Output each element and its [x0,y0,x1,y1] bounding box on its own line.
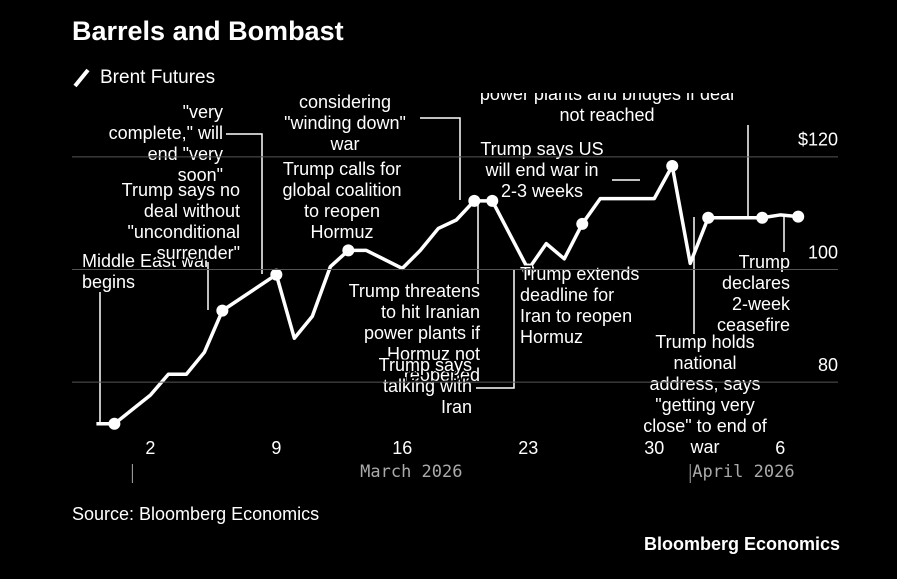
annotation-text: Trump holds [655,332,754,352]
annotation-text: will end war in [484,160,598,180]
annotation-text: to reopen [304,201,380,221]
annotation-text: talking with [383,376,472,396]
month-label: April 2026 [692,462,794,482]
annotation-text: reopened [404,365,480,385]
annotation-text: power plants if [364,323,481,343]
annotation-text: Iran to reopen [520,306,632,326]
x-tick-label: 30 [644,438,664,458]
y-tick-label: 80 [818,355,838,375]
annotation-connector [420,117,461,200]
annotation-text: 2-week [732,294,791,314]
annotation-text: address, says [649,374,760,394]
x-tick-label: 2 [145,438,155,458]
annotation-text: complete," will [109,123,223,143]
annotation-marker [756,211,769,224]
annotation-text: Trump says no [122,180,240,200]
annotation-text: national [673,353,736,373]
annotation-text: Trump [739,252,790,272]
annotation-text: "unconditional [128,222,240,242]
annotation-marker [270,268,283,281]
annotation-text: close" to end of [643,416,767,436]
annotation-marker [216,304,229,317]
annotation-text: war [689,437,719,457]
y-tick-label: $120 [798,130,838,150]
annotation-text: war [329,134,359,154]
annotation-connector [476,269,515,389]
annotation-text: surrender" [157,243,240,263]
annotation-text: deal without [144,201,240,221]
annotation-text: Hormuz [520,327,583,347]
x-tick-label: 6 [775,438,785,458]
annotation-text: power plants and bridges if deal [480,84,734,104]
x-tick-label: 23 [518,438,538,458]
annotation-text: 2-3 weeks [501,181,583,201]
annotation-text: Hormuz [310,222,373,242]
legend-label: Brent Futures [100,67,215,88]
annotation-marker [666,159,679,172]
annotation-text: "very [183,102,223,122]
annotation-text: ceasefire [717,315,790,335]
annotation-text: "winding down" [284,113,406,133]
source: Source: Bloomberg Economics [72,504,319,524]
annotation-text: Trump threatens [349,281,480,301]
annotation-text: not reached [559,105,654,125]
x-tick-label: 9 [271,438,281,458]
annotation-text: global coalition [282,180,401,200]
annotation-marker [792,210,805,223]
annotation-marker [702,211,715,224]
annotation-text: end "very [148,144,223,164]
annotation-text: deadline for [520,285,614,305]
annotation-marker [576,217,589,230]
series-line [96,164,799,426]
x-tick-label: 16 [392,438,412,458]
month-label: March 2026 [360,462,462,482]
annotation-text: to hit Iranian [381,302,480,322]
annotation-text: Trump extends [520,264,639,284]
annotation-text: Trump calls for [283,159,401,179]
annotation-text: soon" [178,165,223,185]
annotation-text: Trump says [379,355,472,375]
annotation-marker [108,417,121,430]
annotation-connector [226,133,263,274]
chart-title: Barrels and Bombast [72,16,344,46]
legend-swatch [73,68,90,88]
brand: Bloomberg Economics [644,534,840,554]
annotation-text: Trump says US [480,139,603,159]
annotation-text: Iran [441,397,472,417]
annotation-text: declares [722,273,790,293]
annotation-marker [342,244,355,257]
annotation-text: begins [82,272,135,292]
annotation-text: "getting very [655,395,754,415]
annotation-marker [486,194,499,207]
y-tick-label: 100 [808,242,838,262]
annotation-text: Middle East war [82,251,210,271]
annotation-text: considering [299,92,391,112]
annotation-text: Hormuz not [387,344,480,364]
